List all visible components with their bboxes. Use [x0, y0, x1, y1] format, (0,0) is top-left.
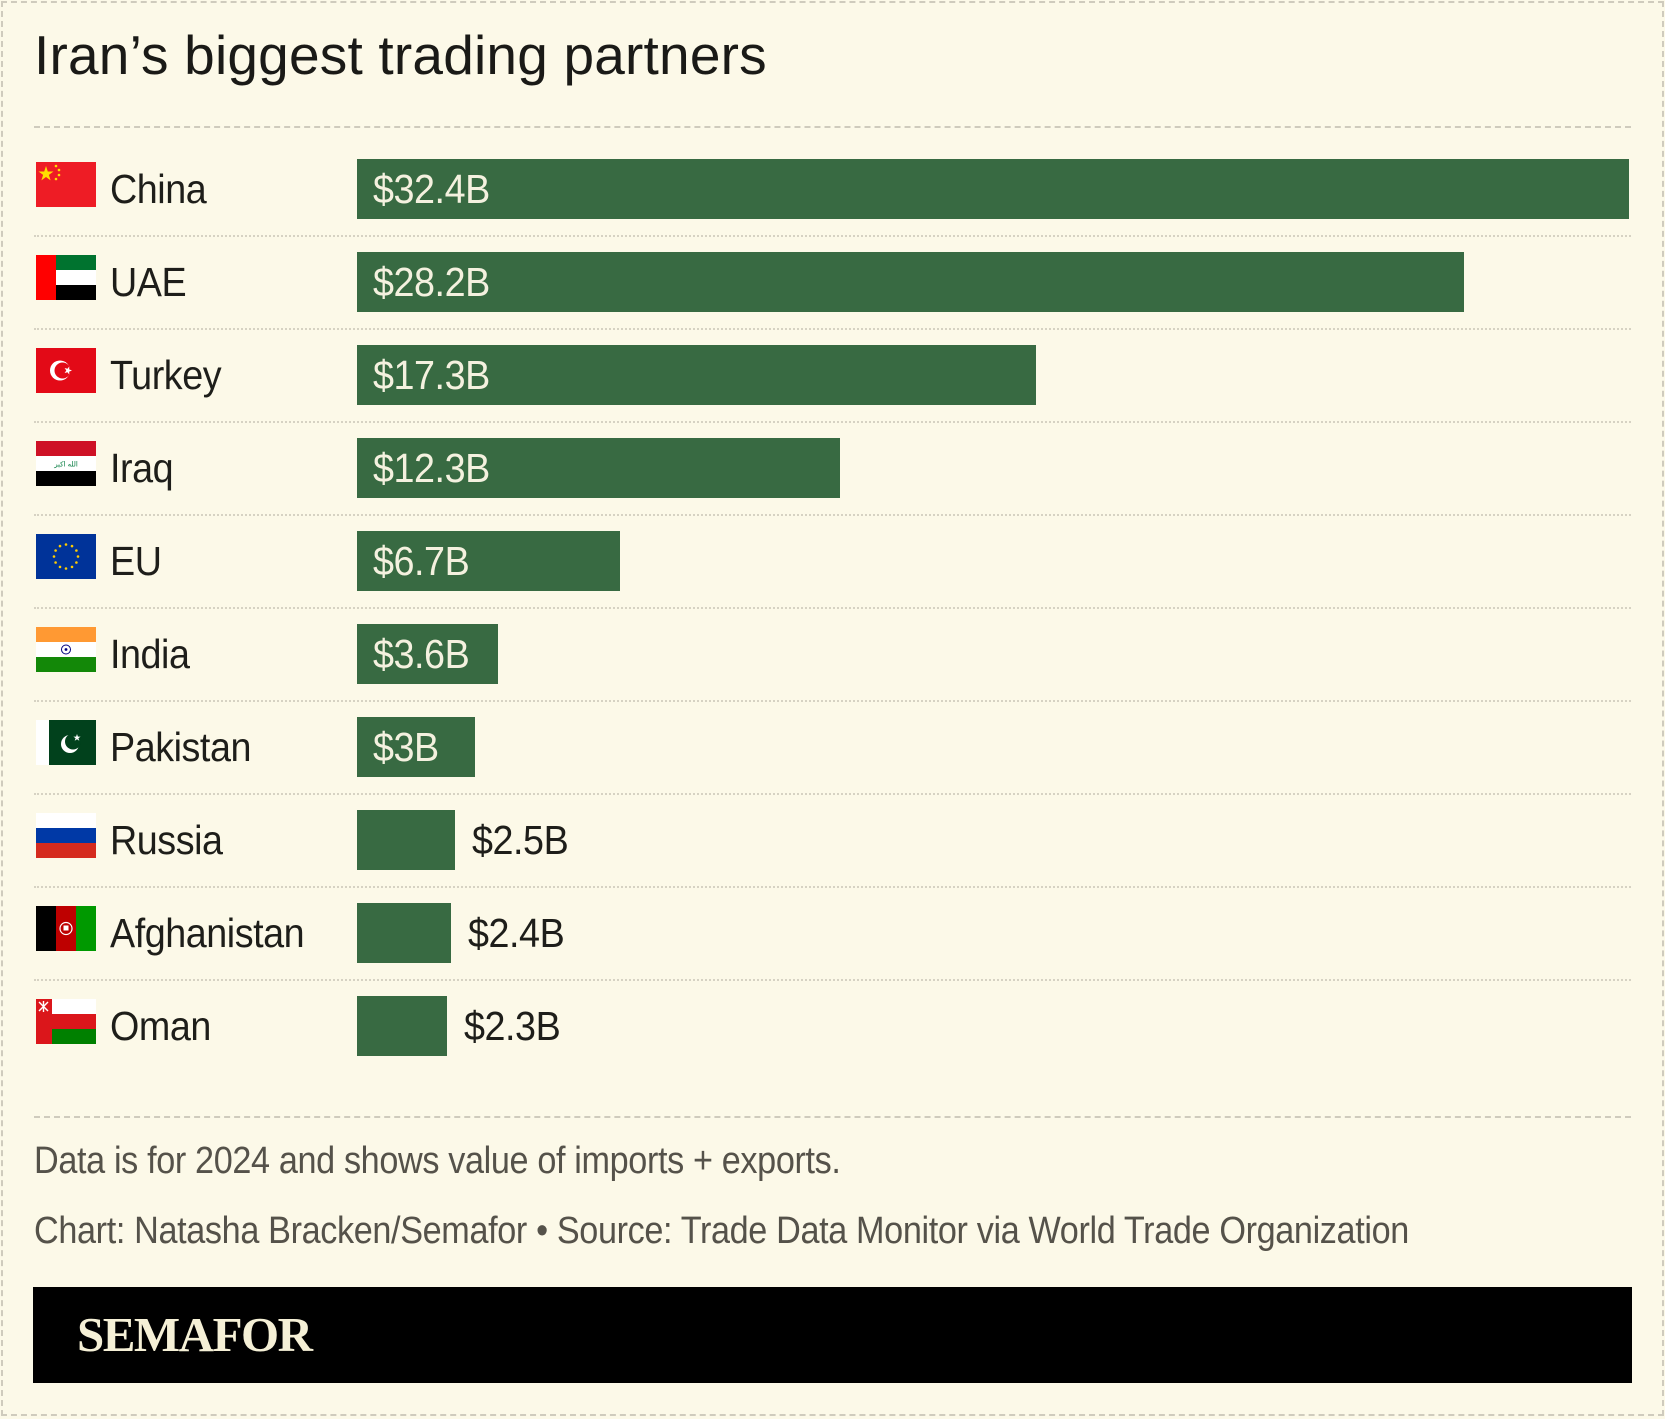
chart-row: Turkey $17.3B	[0, 345, 1665, 405]
row-separator	[34, 886, 1631, 888]
value-label: $6.7B	[373, 538, 470, 584]
chart-row: Oman $2.3B	[0, 996, 1665, 1056]
bar	[357, 531, 620, 591]
brand-bar: SEMAFOR	[33, 1287, 1632, 1383]
bar	[357, 345, 1036, 405]
value-label: $3.6B	[373, 631, 470, 677]
afghanistan-flag-icon	[36, 906, 96, 951]
eu-flag-icon	[36, 534, 96, 579]
value-label: $2.3B	[464, 1003, 561, 1049]
country-label: EU	[110, 538, 162, 584]
chart-row: Pakistan $3B	[0, 717, 1665, 777]
country-label: China	[110, 166, 207, 212]
bar	[357, 159, 1629, 219]
uae-flag-icon	[36, 255, 96, 300]
row-separator	[34, 514, 1631, 516]
value-label: $17.3B	[373, 352, 490, 398]
source-credit: Chart: Natasha Bracken/Semafor • Source:…	[34, 1210, 1409, 1252]
chart-row: EU $6.7B	[0, 531, 1665, 591]
russia-flag-icon	[36, 813, 96, 858]
bar	[357, 810, 455, 870]
row-separator	[34, 235, 1631, 237]
row-separator	[34, 793, 1631, 795]
data-note: Data is for 2024 and shows value of impo…	[34, 1140, 841, 1182]
country-label: Iraq	[110, 445, 174, 491]
row-separator	[34, 607, 1631, 609]
chart-row: China $32.4B	[0, 159, 1665, 219]
india-flag-icon	[36, 627, 96, 672]
value-label: $2.5B	[472, 817, 569, 863]
footer-divider	[34, 1116, 1631, 1118]
semafor-logo: SEMAFOR	[77, 1307, 313, 1362]
title-divider	[34, 126, 1631, 128]
value-label: $3B	[373, 724, 439, 770]
country-label: Pakistan	[110, 724, 252, 770]
row-separator	[34, 700, 1631, 702]
bar	[357, 717, 475, 777]
bar	[357, 438, 840, 498]
bar	[357, 996, 447, 1056]
chart-row: India $3.6B	[0, 624, 1665, 684]
iraq-flag-icon: الله اكبر	[36, 441, 96, 486]
country-label: Oman	[110, 1003, 211, 1049]
value-label: $32.4B	[373, 166, 490, 212]
value-label: $12.3B	[373, 445, 490, 491]
chart-title: Iran’s biggest trading partners	[34, 24, 767, 86]
row-separator	[34, 328, 1631, 330]
country-label: India	[110, 631, 190, 677]
turkey-flag-icon	[36, 348, 96, 393]
value-label: $2.4B	[468, 910, 565, 956]
row-separator	[34, 421, 1631, 423]
chart-row: Russia $2.5B	[0, 810, 1665, 870]
oman-flag-icon	[36, 999, 96, 1044]
chart-row: الله اكبر Iraq $12.3B	[0, 438, 1665, 498]
chart-row: Afghanistan $2.4B	[0, 903, 1665, 963]
country-label: Afghanistan	[110, 910, 305, 956]
country-label: UAE	[110, 259, 187, 305]
bar	[357, 903, 451, 963]
value-label: $28.2B	[373, 259, 490, 305]
country-label: Russia	[110, 817, 223, 863]
pakistan-flag-icon	[36, 720, 96, 765]
bar	[357, 624, 498, 684]
chart-row: UAE $28.2B	[0, 252, 1665, 312]
bar	[357, 252, 1464, 312]
row-separator	[34, 979, 1631, 981]
china-flag-icon	[36, 162, 96, 207]
country-label: Turkey	[110, 352, 222, 398]
svg-text:الله اكبر: الله اكبر	[53, 461, 78, 469]
